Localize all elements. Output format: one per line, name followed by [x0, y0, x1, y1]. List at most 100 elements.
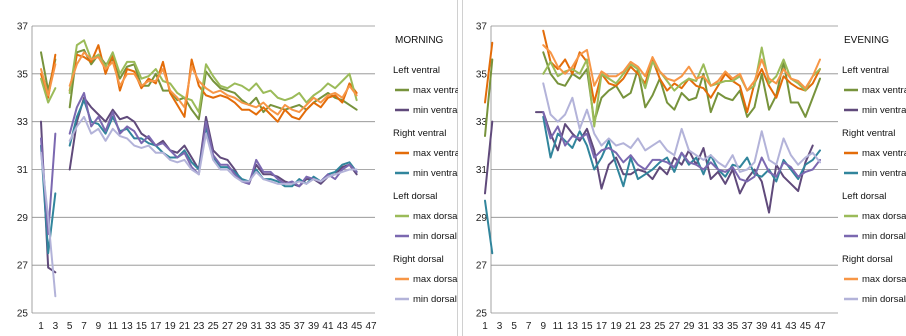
- legend-entry: max ventral: [413, 85, 458, 96]
- x-tick-label: 35: [279, 321, 291, 332]
- legend-entry: max ventral: [862, 85, 906, 96]
- series-line-6-seg-1: [68, 51, 358, 116]
- x-tick-label: 19: [165, 321, 177, 332]
- x-tick-label: 35: [727, 321, 739, 332]
- legend-entry: max ventral: [862, 148, 906, 159]
- y-tick-label: 31: [17, 165, 29, 176]
- x-tick-label: 5: [67, 321, 73, 332]
- legend-entry: min dorsal: [862, 294, 906, 305]
- series-line-6-seg-0: [542, 44, 821, 92]
- x-tick-label: 3: [497, 321, 503, 332]
- legend-entry: max dorsal: [413, 274, 458, 285]
- series-line-7-seg-0: [40, 151, 57, 298]
- legend-entry: min dorsal: [413, 231, 457, 242]
- legend-group-label: Right dorsal: [393, 254, 444, 265]
- series-line-4-seg-1: [68, 39, 358, 114]
- y-tick-label: 27: [17, 261, 29, 272]
- x-tick-label: 41: [322, 321, 334, 332]
- x-tick-label: 47: [814, 321, 826, 332]
- y-tick-label: 35: [476, 69, 488, 80]
- x-tick-label: 43: [337, 321, 349, 332]
- series-line-0-seg-0: [484, 58, 494, 138]
- x-tick-label: 15: [136, 321, 148, 332]
- series-line-7-seg-0: [542, 82, 821, 173]
- x-tick-label: 15: [581, 321, 593, 332]
- x-tick-label: 1: [482, 321, 488, 332]
- x-tick-label: 39: [756, 321, 768, 332]
- x-tick-label: 43: [785, 321, 797, 332]
- legend-entry: max dorsal: [862, 211, 906, 222]
- y-tick-label: 37: [476, 22, 488, 33]
- y-tick-label: 25: [476, 309, 488, 320]
- series-line-4-seg-0: [40, 77, 57, 104]
- x-tick-label: 39: [308, 321, 320, 332]
- x-tick-label: 3: [53, 321, 59, 332]
- legend-entry: min ventral: [862, 105, 906, 116]
- legend-entry: min ventral: [413, 168, 458, 179]
- x-tick-label: 13: [567, 321, 579, 332]
- x-tick-label: 1: [38, 321, 44, 332]
- x-tick-label: 5: [511, 321, 517, 332]
- y-tick-label: 35: [17, 69, 29, 80]
- legend-group-label: Left ventral: [393, 65, 440, 76]
- series-line-5-seg-1: [68, 91, 358, 188]
- series-line-5-seg-0: [542, 111, 821, 183]
- y-tick-label: 29: [17, 213, 29, 224]
- x-tick-label: 37: [742, 321, 754, 332]
- y-tick-label: 31: [476, 165, 488, 176]
- x-tick-label: 25: [654, 321, 666, 332]
- legend-entry: max ventral: [413, 148, 458, 159]
- evening-chart-panel: 25 27 29 31 33 35 37 1 3 5 7 9 11 13 15 17 19 21 23 25 27 29 3…: [462, 0, 906, 336]
- x-tick-label: 17: [596, 321, 608, 332]
- x-tick-label: 29: [236, 321, 248, 332]
- x-tick-label: 31: [251, 321, 263, 332]
- series-line-2-seg-0: [484, 41, 494, 104]
- x-tick-label: 27: [669, 321, 681, 332]
- legend-entry: min ventral: [862, 168, 906, 179]
- x-tick-label: 33: [712, 321, 724, 332]
- legend-entry: max dorsal: [862, 274, 906, 285]
- x-tick-label: 17: [150, 321, 162, 332]
- x-tick-label: 19: [611, 321, 623, 332]
- x-tick-label: 29: [683, 321, 695, 332]
- series-line-3-seg-1: [542, 115, 821, 188]
- y-tick-label: 33: [476, 117, 488, 128]
- x-tick-label: 11: [108, 321, 119, 332]
- x-tick-label: 25: [208, 321, 220, 332]
- y-tick-label: 27: [476, 261, 488, 272]
- x-tick-label: 45: [800, 321, 812, 332]
- x-tick-label: 23: [640, 321, 652, 332]
- legend-group-label: Left dorsal: [842, 191, 886, 202]
- chart-title: MORNING: [395, 35, 444, 46]
- x-tick-label: 7: [81, 321, 87, 332]
- x-tick-label: 9: [96, 321, 102, 332]
- series-line-4-seg-0: [542, 46, 821, 128]
- legend-group-label: Right dorsal: [842, 254, 893, 265]
- y-tick-label: 25: [17, 309, 29, 320]
- legend-entry: min dorsal: [862, 231, 906, 242]
- x-tick-label: 33: [265, 321, 277, 332]
- x-tick-label: 21: [179, 321, 191, 332]
- legend-entry: max dorsal: [413, 211, 458, 222]
- y-tick-label: 37: [17, 22, 29, 33]
- x-tick-label: 37: [294, 321, 306, 332]
- legend-entry: min dorsal: [413, 294, 457, 305]
- legend-group-label: Left ventral: [842, 65, 889, 76]
- legend-group-label: Right ventral: [393, 128, 446, 139]
- series-line-1-seg-0: [484, 120, 494, 195]
- morning-chart-panel: 25 27 29 31 33 35 37 1 3 5 7 9 11 13 15 17 19 21 23 25 27 29 3…: [16, 0, 458, 336]
- series-line-6-seg-0: [40, 63, 57, 97]
- series-line-1-seg-1: [68, 96, 358, 188]
- y-tick-label: 29: [476, 213, 488, 224]
- x-tick-label: 7: [526, 321, 532, 332]
- x-tick-label: 9: [540, 321, 546, 332]
- series-line-2-seg-0: [40, 53, 57, 99]
- x-tick-label: 31: [698, 321, 710, 332]
- legend-entry: min ventral: [413, 105, 458, 116]
- x-tick-label: 21: [625, 321, 637, 332]
- x-tick-label: 23: [193, 321, 205, 332]
- chart-title: EVENING: [844, 35, 889, 46]
